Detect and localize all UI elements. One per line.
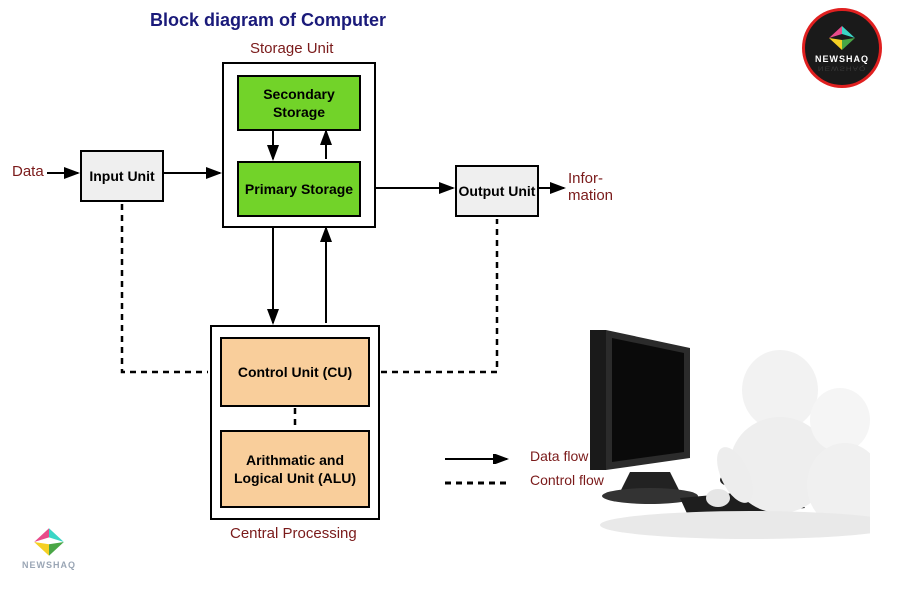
logo-small: NEWSHAQ xyxy=(22,526,76,570)
logo-badge: NEWSHAQ NEWSHAQ xyxy=(802,8,882,88)
logo-small-text: NEWSHAQ xyxy=(22,560,76,570)
control-unit-box: Control Unit (CU) xyxy=(220,337,370,407)
central-processing-label: Central Processing xyxy=(230,525,357,542)
primary-storage-box: Primary Storage xyxy=(237,161,361,217)
legend-data-flow-line xyxy=(445,454,515,464)
illustration xyxy=(530,300,870,540)
logo-badge-text-mirror: NEWSHAQ xyxy=(818,64,866,71)
logo-small-icon xyxy=(29,526,69,558)
input-unit-box: Input Unit xyxy=(80,150,164,202)
diagram-title: Block diagram of Computer xyxy=(150,10,386,31)
logo-badge-text: NEWSHAQ xyxy=(815,54,869,64)
data-label: Data xyxy=(12,163,44,180)
legend-control-flow-line xyxy=(445,478,515,488)
secondary-storage-box: Secondary Storage xyxy=(237,75,361,131)
storage-unit-label: Storage Unit xyxy=(250,40,333,57)
logo-badge-icon xyxy=(825,24,859,52)
alu-box: Arithmatic and Logical Unit (ALU) xyxy=(220,430,370,508)
output-unit-box: Output Unit xyxy=(455,165,539,217)
information-label: Infor- mation xyxy=(568,170,613,204)
